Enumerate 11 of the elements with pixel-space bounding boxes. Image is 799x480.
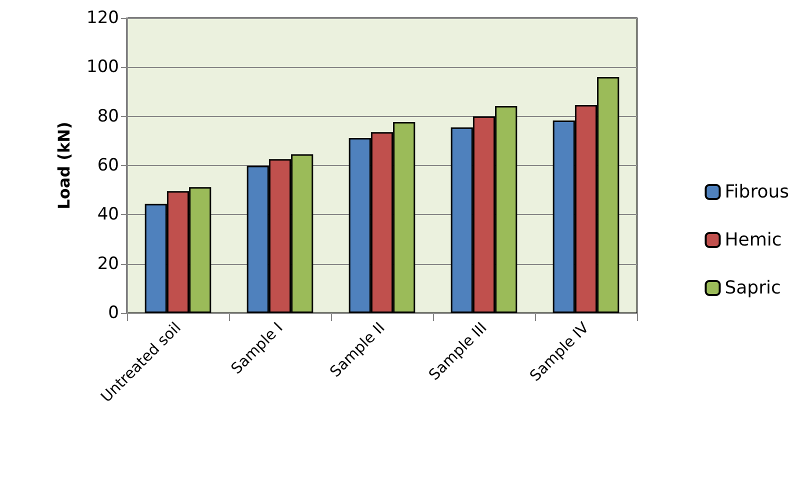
y-axis-title: Load (kN) [54, 122, 74, 210]
y-tick-label: 60 [97, 156, 119, 176]
y-tick-label: 120 [86, 8, 119, 28]
legend-label: Fibrous [724, 182, 790, 202]
legend-label: Hemic [724, 230, 782, 250]
y-tick-label: 100 [86, 57, 119, 78]
y-tick-label: 80 [97, 106, 119, 126]
y-tick-label: 20 [97, 254, 119, 274]
y-tick-label: 40 [97, 204, 119, 225]
y-tick-label: 0 [108, 303, 119, 323]
legend-label: Sapric [724, 278, 781, 298]
